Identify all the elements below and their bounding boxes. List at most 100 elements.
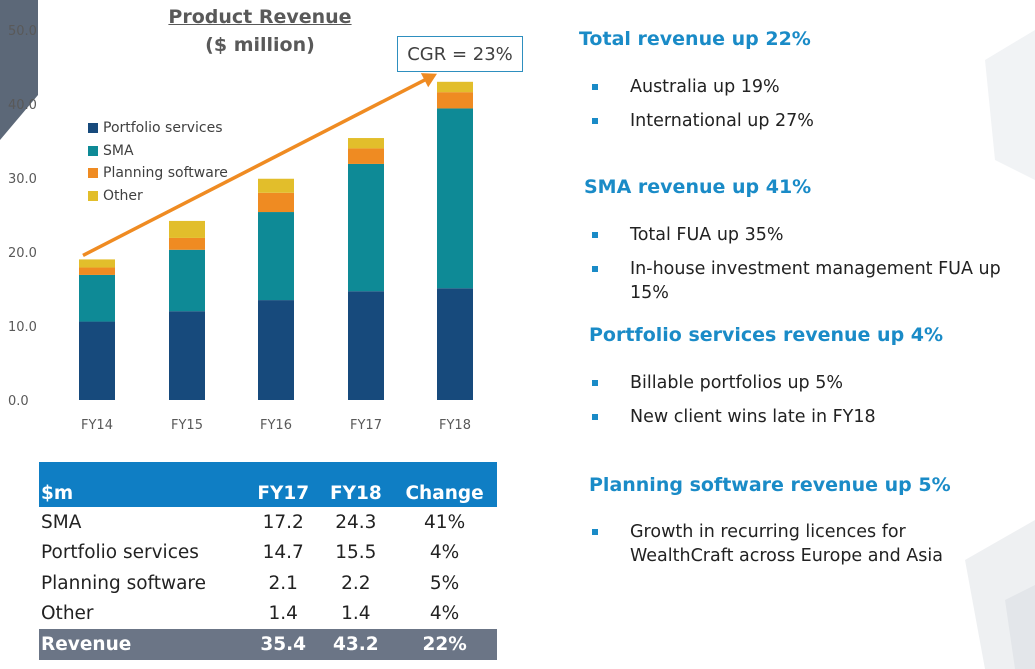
bar-segment <box>258 192 294 213</box>
table-cell: 2.2 <box>341 572 371 594</box>
table-cell: 2.1 <box>268 572 298 594</box>
legend-label: SMA <box>103 142 134 159</box>
bar-segment <box>348 148 384 164</box>
bar-segment <box>437 92 473 109</box>
bar-segment <box>169 311 205 400</box>
table-header-row: $m FY17 FY18 Change <box>39 462 497 507</box>
bullet-text: Australia up 19% <box>630 77 780 97</box>
bar-segment <box>348 163 384 292</box>
revenue-stacked-bar-chart: 0.0 10.0 20.0 30.0 40.0 50.0 FY14 FY15 FY16 FY17… <box>8 24 473 433</box>
bar-segment <box>258 212 294 301</box>
bar-segment <box>79 321 115 400</box>
table-cell: 5% <box>429 572 460 594</box>
chart-title: Product Revenue <box>168 6 352 28</box>
bar-segment <box>437 288 473 400</box>
table-row: Portfolio services 14.7 15.5 4% <box>39 538 497 569</box>
legend-swatch <box>88 123 98 134</box>
table-total-cell: 22% <box>392 629 497 660</box>
x-tick-label: FY18 <box>439 418 471 433</box>
table-cell: 24.3 <box>335 511 377 533</box>
bullet-item: Growth in recurring licences for WealthC… <box>592 520 1010 568</box>
bullet-icon <box>592 84 598 90</box>
bullet-text: Total FUA up 35% <box>630 225 784 245</box>
bar-segment <box>348 138 384 149</box>
bar-segment <box>169 249 205 312</box>
table-cell: 17.2 <box>262 511 304 533</box>
chart-subtitle: ($ million) <box>205 34 315 56</box>
legend-label: Portfolio services <box>103 120 223 137</box>
table-cell: Other <box>41 603 94 625</box>
y-tick-label: 50.0 <box>8 24 37 39</box>
legend-swatch <box>88 168 98 179</box>
bar-segment <box>79 259 115 268</box>
bullet-icon <box>592 529 598 535</box>
table-header-cell: Change <box>392 462 497 507</box>
bar-segment <box>437 108 473 289</box>
y-tick-label: 0.0 <box>8 394 29 409</box>
bullet-text: In-house investment management FUA up 15… <box>630 259 1001 303</box>
bullet-icon <box>592 266 598 272</box>
section-heading: Total revenue up 22% <box>579 28 811 50</box>
table-header-cell: $m <box>39 462 247 507</box>
bullet-icon <box>592 118 598 124</box>
table-cell: Planning software <box>41 572 207 594</box>
bullet-icon <box>592 414 598 420</box>
table-header-cell: FY17 <box>246 462 320 507</box>
bullet-item: International up 27% <box>592 109 814 133</box>
y-tick-label: 30.0 <box>8 172 37 187</box>
x-tick-label: FY17 <box>350 418 382 433</box>
bullet-text: New client wins late in FY18 <box>630 407 876 427</box>
chart-legend: Portfolio services SMA Planning software… <box>88 117 228 207</box>
table-row: Planning software 2.1 2.2 5% <box>39 568 497 599</box>
cgr-annotation: CGR = 23% <box>397 36 523 72</box>
x-tick-label: FY14 <box>81 418 113 433</box>
legend-label: Other <box>103 187 143 204</box>
trend-arrow-line <box>82 77 428 257</box>
bar-segment <box>169 220 205 238</box>
bullet-text: International up 27% <box>630 111 814 131</box>
table-cell: 4% <box>429 542 460 564</box>
x-tick-label: FY15 <box>171 418 203 433</box>
trend-arrow-head-icon <box>420 73 437 88</box>
legend-item: Planning software <box>88 162 228 185</box>
bullet-item: Billable portfolios up 5% <box>592 371 843 395</box>
bar-segment <box>437 81 473 93</box>
table-total-cell: Revenue <box>39 629 247 660</box>
table-cell: 41% <box>424 511 466 533</box>
legend-label: Planning software <box>103 165 228 182</box>
y-tick-label: 40.0 <box>8 98 37 113</box>
x-tick-label: FY16 <box>260 418 292 433</box>
bullet-item: New client wins late in FY18 <box>592 405 876 429</box>
table-cell: 1.4 <box>341 603 371 625</box>
table-cell: Portfolio services <box>41 542 199 564</box>
table-row: Other 1.4 1.4 4% <box>39 599 497 630</box>
bullet-text: Growth in recurring licences for WealthC… <box>630 522 943 566</box>
table-cell: 15.5 <box>335 542 377 564</box>
bar-segment <box>79 267 115 275</box>
bullet-item: Australia up 19% <box>592 75 780 99</box>
legend-item: Other <box>88 185 228 208</box>
table-total-cell: 35.4 <box>246 629 320 660</box>
bullet-item: In-house investment management FUA up 15… <box>592 257 1033 305</box>
legend-item: Portfolio services <box>88 117 228 140</box>
bar-segment <box>348 291 384 400</box>
revenue-table: $m FY17 FY18 Change SMA 17.2 24.3 41% Po… <box>39 462 497 660</box>
bar-segment <box>79 274 115 322</box>
table-row: SMA 17.2 24.3 41% <box>39 507 497 538</box>
y-tick-label: 20.0 <box>8 246 37 261</box>
bullet-icon <box>592 380 598 386</box>
table-cell: SMA <box>41 511 82 533</box>
bar-segment <box>169 237 205 250</box>
table-total-cell: 43.2 <box>319 629 393 660</box>
bullet-text: Billable portfolios up 5% <box>630 373 843 393</box>
bullet-item: Total FUA up 35% <box>592 223 784 247</box>
table-total-row: Revenue 35.4 43.2 22% <box>39 629 497 660</box>
table-cell: 1.4 <box>268 603 298 625</box>
y-tick-label: 10.0 <box>8 320 37 335</box>
table-cell: 4% <box>429 603 460 625</box>
section-heading: Planning software revenue up 5% <box>589 474 951 496</box>
section-heading: SMA revenue up 41% <box>584 176 812 198</box>
section-heading: Portfolio services revenue up 4% <box>589 324 944 346</box>
legend-swatch <box>88 145 98 156</box>
bullet-icon <box>592 232 598 238</box>
